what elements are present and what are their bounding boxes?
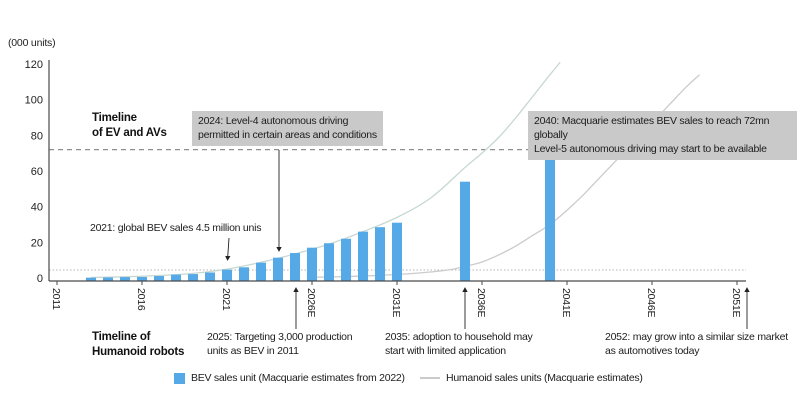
bev-bar-2016 — [137, 276, 147, 281]
bev-bar-2024 — [273, 257, 283, 281]
y-tick-labels-group: 0 20 40 60 80 100 120 — [25, 59, 43, 285]
x-tick-labels-group: 2011 2016 2021 2026E 2031E 2036E 2041E 2046E 205… — [50, 281, 742, 318]
bev-bar-2022 — [239, 267, 249, 281]
x-tick-label-2021: 2021 — [220, 288, 232, 311]
curve-bev — [90, 61, 561, 279]
humanoid-legend-swatch — [420, 377, 440, 379]
x-tick-label-2031E: 2031E — [390, 288, 402, 318]
y-axis-unit-label: (000 units) — [8, 37, 56, 49]
bev-bar-2018 — [171, 274, 181, 281]
bev-bar-2019 — [188, 274, 198, 281]
annotation-box-2040: 2040: Macquarie estimates BEV sales to r… — [528, 111, 797, 160]
bev-legend-label: BEV sales unit (Macquarie estimates from… — [191, 372, 405, 384]
x-tick-label-2041E: 2041E — [560, 288, 572, 318]
humanoid-legend-label: Humanoid sales units (Macquarie estimate… — [446, 372, 643, 384]
bev-legend-swatch — [174, 372, 185, 384]
y-tick-label-40: 40 — [31, 202, 43, 214]
annotation-2021-bev-sales: 2021: global BEV sales 4.5 million unis — [90, 222, 262, 234]
bev-bars-group — [86, 149, 555, 281]
y-tick-label-100: 100 — [25, 95, 43, 107]
y-tick-label-120: 120 — [25, 59, 43, 71]
x-tick-label-2051E: 2051E — [730, 288, 742, 318]
bev-bar-2035 — [460, 181, 470, 281]
legend-item-bev: BEV sales unit (Macquarie estimates from… — [174, 372, 405, 384]
bev-bar-2014 — [103, 277, 113, 281]
y-tick-label-0: 0 — [37, 273, 43, 285]
y-tick-label-20: 20 — [31, 237, 43, 249]
x-tick-label-2036E: 2036E — [475, 288, 487, 318]
bev-bar-2027 — [324, 243, 334, 281]
annotation-2035-humanoid: 2035: adoption to household may start wi… — [385, 331, 533, 357]
bev-bar-2026 — [307, 247, 317, 281]
bev-bar-2030 — [375, 227, 385, 281]
bev-bar-2015 — [120, 277, 130, 281]
bev-bar-2013 — [86, 277, 96, 281]
annotation-box-2024: 2024: Level-4 autonomous driving permitt… — [192, 111, 383, 146]
y-tick-label-80: 80 — [31, 130, 43, 142]
humanoid-timeline-label: Timeline of Humanoid robots — [92, 331, 185, 358]
bev-bar-2040 — [545, 149, 555, 281]
annotation-2052-humanoid: 2052: may grow into a similar size marke… — [605, 331, 788, 357]
bev-bar-2017 — [154, 276, 164, 281]
ev-av-timeline-label: Timeline of EV and AVs — [92, 112, 167, 139]
bev-bar-2023 — [256, 262, 266, 281]
legend-item-humanoid: Humanoid sales units (Macquarie estimate… — [420, 372, 643, 384]
y-tick-label-60: 60 — [31, 166, 43, 178]
bev-bar-2020 — [205, 272, 215, 281]
bev-bar-2031 — [392, 222, 402, 281]
bev-bar-2029 — [358, 231, 368, 281]
x-tick-label-2046E: 2046E — [645, 288, 657, 318]
bev-bar-2021 — [222, 269, 232, 281]
curve-humanoid — [311, 74, 701, 278]
annotation-2025-humanoid: 2025: Targeting 3,000 production units a… — [207, 331, 353, 357]
bev-bar-2028 — [341, 238, 351, 281]
x-tick-label-2016: 2016 — [135, 288, 147, 311]
x-tick-label-2011: 2011 — [50, 288, 62, 310]
x-tick-label-2026E: 2026E — [305, 288, 317, 318]
bev-bar-2025 — [290, 253, 300, 281]
arrow-2021-bev-sales — [225, 237, 231, 261]
